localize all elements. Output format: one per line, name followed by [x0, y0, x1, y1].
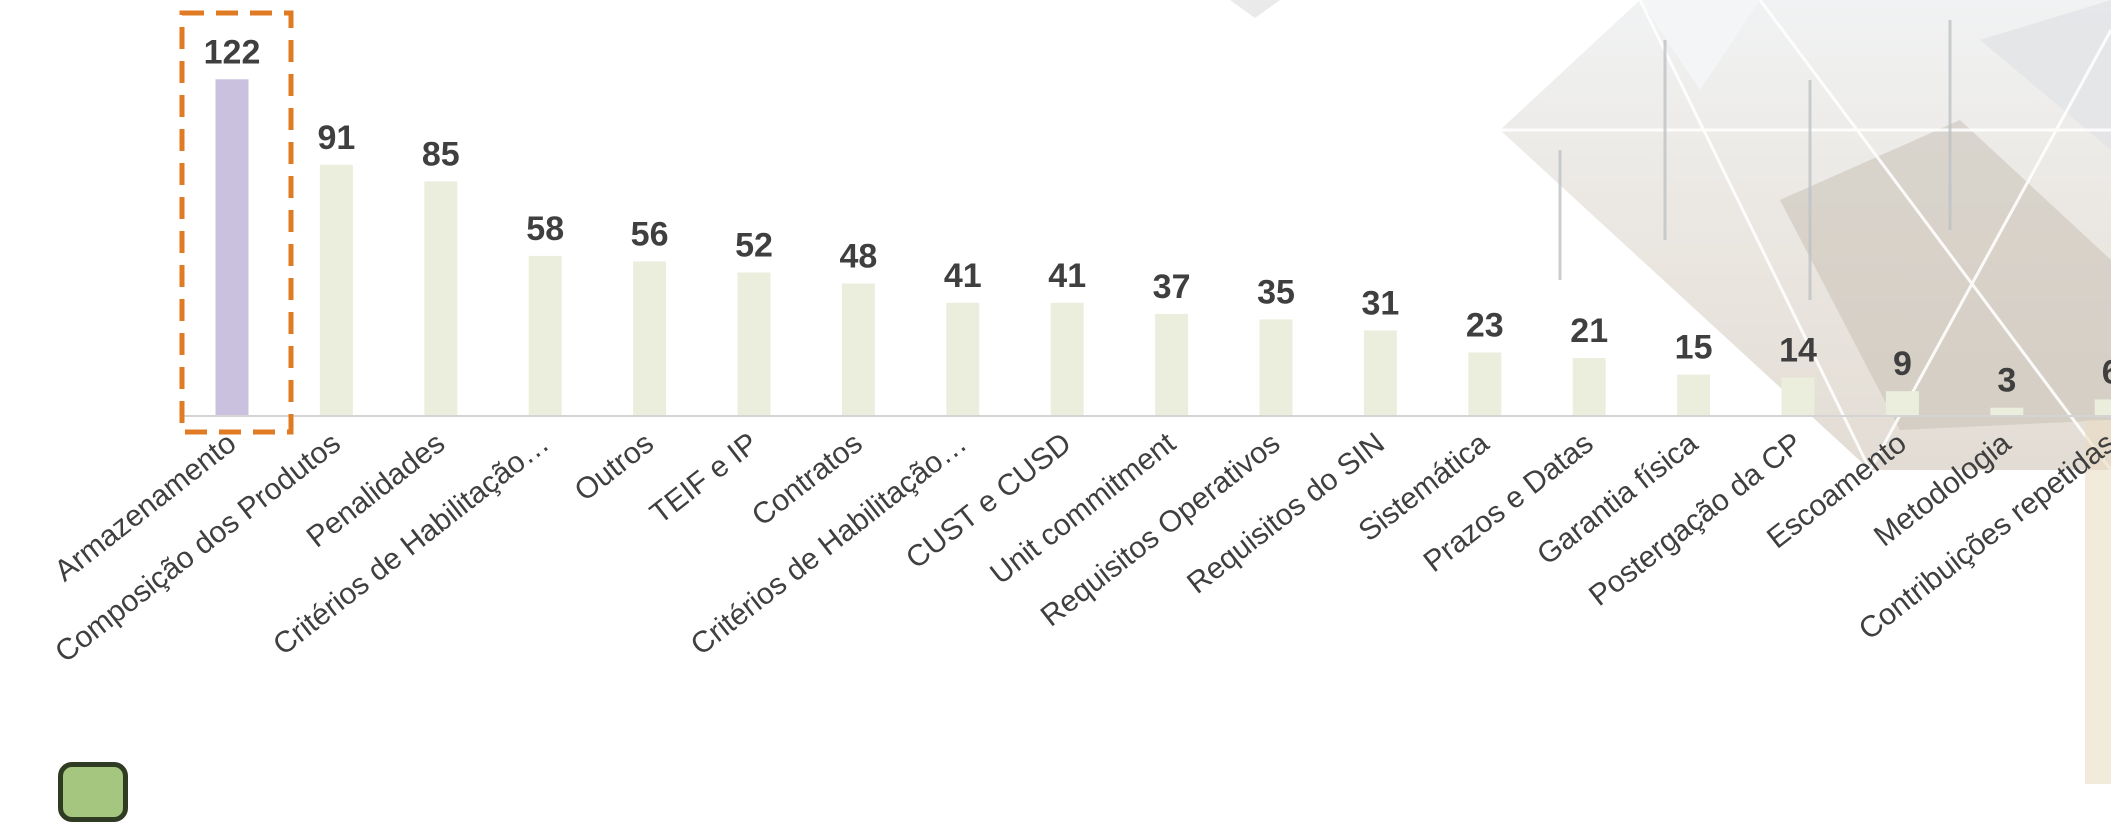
value-label-9: 41: [1048, 257, 1086, 295]
bar-7: [842, 284, 875, 417]
bar-chart: 122 91 85 58 56 52 48 41 41 37 35 31 23 21 15 14 9 3 6 Arm…: [0, 0, 2111, 784]
category-label-5: Outros: [569, 427, 660, 508]
bar-17: [1886, 391, 1919, 416]
bar-13: [1468, 353, 1501, 417]
category-label-1: Armazenamento: [49, 427, 243, 589]
bar-4: [529, 256, 562, 416]
bar-3: [424, 181, 457, 416]
value-label-11: 35: [1257, 273, 1295, 311]
bar-15: [1677, 375, 1710, 416]
value-label-13: 23: [1466, 307, 1504, 345]
value-label-1: 122: [204, 33, 261, 71]
value-label-6: 52: [735, 227, 773, 265]
value-label-2: 91: [317, 119, 355, 157]
value-label-17: 9: [1893, 345, 1912, 383]
bar-2: [320, 165, 353, 416]
value-label-8: 41: [944, 257, 982, 295]
value-label-4: 58: [526, 210, 564, 248]
value-label-7: 48: [839, 238, 877, 276]
bars-group: [216, 79, 2111, 416]
value-label-12: 31: [1361, 284, 1399, 322]
bar-11: [1260, 319, 1293, 416]
value-label-15: 15: [1675, 329, 1713, 367]
bar-1: [216, 79, 249, 416]
corner-app-icon: [58, 762, 128, 822]
value-label-14: 21: [1570, 312, 1608, 350]
bar-16: [1782, 377, 1815, 416]
bar-9: [1051, 303, 1084, 416]
value-label-18: 3: [1997, 362, 2016, 400]
bar-8: [946, 303, 979, 416]
bar-5: [633, 261, 666, 416]
value-label-3: 85: [422, 135, 460, 173]
bar-18: [1990, 408, 2023, 416]
category-label-6: TEIF e IP: [644, 427, 764, 531]
value-label-16: 14: [1779, 331, 1817, 369]
bar-14: [1573, 358, 1606, 416]
bar-10: [1155, 314, 1188, 416]
bar-19: [2095, 399, 2111, 416]
bar-6: [738, 273, 771, 417]
category-label-10: Unit commitment: [984, 426, 1182, 591]
value-label-19: 6: [2102, 353, 2111, 391]
bar-12: [1364, 330, 1397, 416]
value-label-5: 56: [631, 215, 669, 253]
value-label-10: 37: [1153, 268, 1191, 306]
